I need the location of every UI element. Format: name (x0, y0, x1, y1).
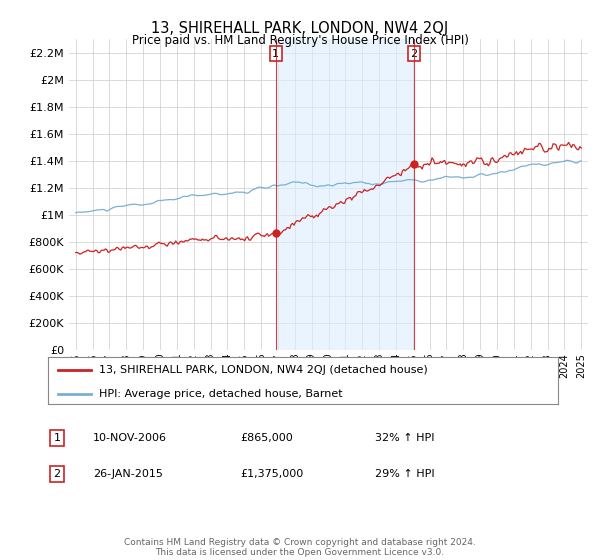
Text: £865,000: £865,000 (240, 433, 293, 443)
Text: 1: 1 (53, 433, 61, 443)
Text: HPI: Average price, detached house, Barnet: HPI: Average price, detached house, Barn… (99, 389, 343, 399)
Text: 13, SHIREHALL PARK, LONDON, NW4 2QJ: 13, SHIREHALL PARK, LONDON, NW4 2QJ (151, 21, 449, 36)
Text: Contains HM Land Registry data © Crown copyright and database right 2024.
This d: Contains HM Land Registry data © Crown c… (124, 538, 476, 557)
Bar (275, 39, 414, 350)
Text: 1: 1 (272, 49, 279, 59)
Text: 2: 2 (53, 469, 61, 479)
Text: 2: 2 (410, 49, 418, 59)
Text: 10-NOV-2006: 10-NOV-2006 (93, 433, 167, 443)
Text: Price paid vs. HM Land Registry's House Price Index (HPI): Price paid vs. HM Land Registry's House … (131, 34, 469, 46)
Text: £1,375,000: £1,375,000 (240, 469, 303, 479)
Text: 26-JAN-2015: 26-JAN-2015 (93, 469, 163, 479)
Text: 32% ↑ HPI: 32% ↑ HPI (375, 433, 434, 443)
Text: 13, SHIREHALL PARK, LONDON, NW4 2QJ (detached house): 13, SHIREHALL PARK, LONDON, NW4 2QJ (det… (99, 365, 428, 375)
Text: 29% ↑ HPI: 29% ↑ HPI (375, 469, 434, 479)
